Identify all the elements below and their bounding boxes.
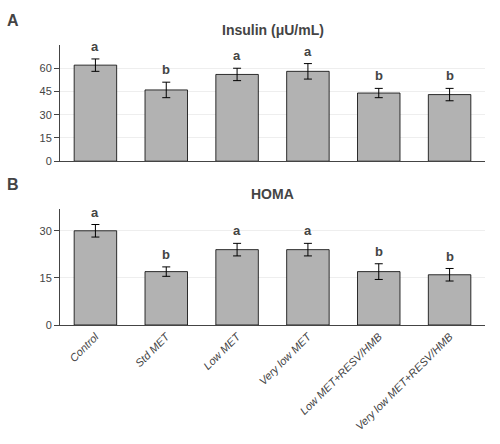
svg-text:a: a [233, 223, 241, 238]
svg-text:15: 15 [40, 132, 52, 144]
svg-text:A: A [7, 12, 19, 29]
svg-text:a: a [91, 205, 99, 220]
svg-text:b: b [446, 68, 454, 83]
svg-text:30: 30 [40, 109, 52, 121]
svg-text:b: b [375, 244, 383, 259]
svg-text:HOMA: HOMA [251, 186, 294, 202]
svg-text:B: B [7, 176, 19, 193]
svg-text:Low MET+RESV/HMB: Low MET+RESV/HMB [298, 331, 385, 418]
svg-text:Std MET: Std MET [133, 330, 173, 370]
svg-text:b: b [375, 68, 383, 83]
svg-text:15: 15 [40, 272, 52, 284]
svg-text:0: 0 [46, 319, 52, 331]
svg-text:b: b [446, 249, 454, 264]
svg-text:Control: Control [67, 330, 101, 364]
svg-text:b: b [162, 62, 170, 77]
svg-text:30: 30 [40, 225, 52, 237]
svg-text:Very low MET: Very low MET [257, 330, 315, 388]
svg-text:b: b [162, 247, 170, 262]
svg-text:0: 0 [46, 155, 52, 167]
svg-text:a: a [233, 48, 241, 63]
svg-text:Low MET: Low MET [201, 330, 243, 372]
svg-text:45: 45 [40, 85, 52, 97]
svg-text:a: a [304, 223, 312, 238]
svg-text:60: 60 [40, 62, 52, 74]
svg-text:Insulin (μU/mL): Insulin (μU/mL) [222, 22, 324, 38]
svg-text:a: a [304, 44, 312, 59]
svg-text:Very low MET+RESV/HMB: Very low MET+RESV/HMB [353, 331, 455, 433]
svg-text:a: a [91, 39, 99, 54]
